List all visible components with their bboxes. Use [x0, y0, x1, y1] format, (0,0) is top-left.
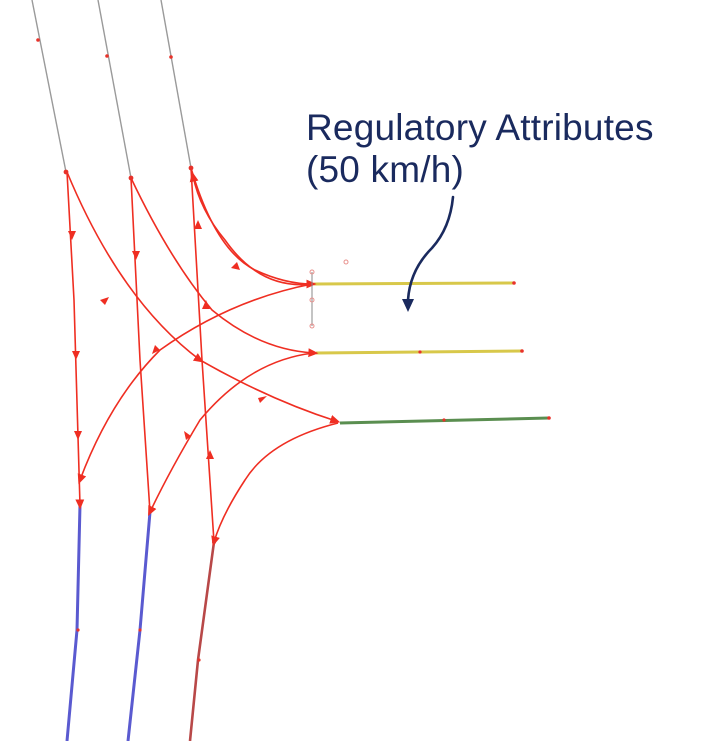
incoming-road-3[interactable] — [160, 0, 192, 169]
connector-from-right-to-2[interactable] — [189, 171, 313, 286]
connector-1-down[interactable] — [66, 171, 85, 510]
outgoing-road-left[interactable] — [65, 504, 82, 741]
node[interactable] — [76, 628, 80, 632]
node[interactable] — [418, 350, 422, 354]
node[interactable] — [197, 658, 201, 662]
node[interactable] — [512, 281, 516, 285]
connector-3-down[interactable] — [190, 167, 215, 543]
callout-arrow-head-icon — [402, 299, 414, 312]
annotation-subtitle: (50 km/h) — [306, 149, 464, 190]
annotation-title: Regulatory Attributes — [306, 107, 654, 148]
connector-3-to-lane[interactable] — [190, 167, 317, 289]
node[interactable] — [547, 416, 551, 420]
connector-2-to-lane[interactable] — [130, 177, 319, 358]
callout-arrow — [406, 195, 455, 302]
lane-connectors — [66, 167, 341, 547]
horizontal-lanes — [313, 281, 550, 425]
selection-handle[interactable] — [309, 269, 315, 329]
node[interactable] — [212, 540, 216, 544]
node[interactable] — [128, 175, 134, 181]
node[interactable] — [36, 38, 40, 42]
connector-top-to-left[interactable] — [77, 283, 313, 485]
node[interactable] — [343, 259, 349, 265]
node[interactable] — [520, 349, 524, 353]
lane-top[interactable] — [313, 281, 515, 286]
outgoing-roads-blue — [65, 504, 152, 741]
direction-arrows — [68, 220, 267, 459]
annotation-callout: Regulatory Attributes (50 km/h) — [306, 107, 654, 312]
node[interactable] — [442, 418, 446, 422]
connector-middle-to-blue[interactable] — [148, 352, 315, 517]
outgoing-road-middle[interactable] — [126, 511, 152, 741]
node[interactable] — [169, 55, 173, 59]
incoming-road-1[interactable] — [31, 0, 67, 173]
node[interactable] — [63, 169, 69, 175]
node[interactable] — [138, 628, 142, 632]
outgoing-road-right[interactable] — [188, 541, 216, 741]
incoming-road-2[interactable] — [97, 0, 132, 179]
connector-2-down[interactable] — [130, 177, 151, 513]
connector-bottom-to-red[interactable] — [211, 422, 339, 547]
connector-1-to-middle[interactable] — [66, 171, 341, 424]
network-nodes — [36, 38, 551, 662]
incoming-roads — [31, 0, 192, 179]
node[interactable] — [188, 165, 194, 171]
node[interactable] — [105, 54, 109, 58]
